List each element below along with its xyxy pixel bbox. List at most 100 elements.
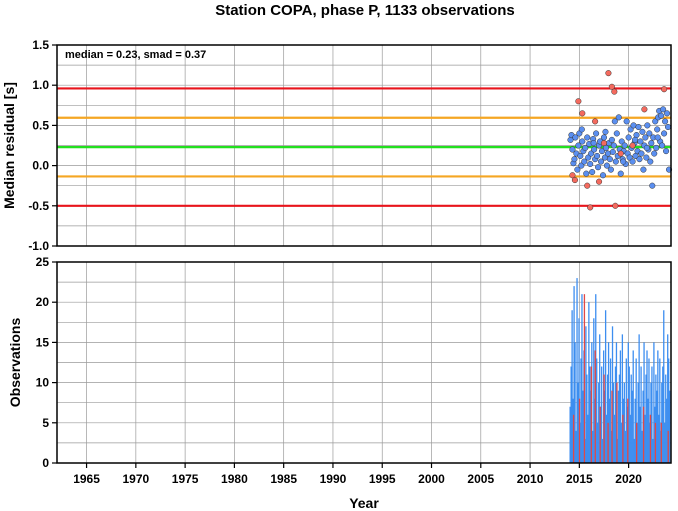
observations-bar <box>660 422 662 463</box>
residual-point <box>569 146 576 153</box>
residual-point <box>620 158 627 165</box>
observations-bar <box>648 358 650 463</box>
residual-point <box>581 158 588 165</box>
residual-point <box>643 154 650 161</box>
residual-point <box>602 128 609 135</box>
year-x-axis-label: Year <box>349 495 379 511</box>
residual-point <box>577 152 584 160</box>
observations-bar <box>580 358 582 463</box>
residual-point <box>592 118 599 125</box>
residual-reference-lines <box>57 87 671 207</box>
residual-point <box>575 98 582 105</box>
residual-point <box>621 142 628 149</box>
residual-point <box>600 140 608 147</box>
observations-bar <box>599 406 601 463</box>
residual-point <box>629 142 636 149</box>
residual-point <box>653 144 660 151</box>
residual-point <box>572 134 579 141</box>
observations-bar <box>576 278 578 463</box>
residual-point <box>615 114 622 121</box>
observations-bar <box>594 350 596 463</box>
residual-point <box>631 136 639 143</box>
observations-bar <box>657 350 659 463</box>
residual-panel-frame <box>56 44 672 247</box>
observations-bar <box>659 358 661 463</box>
observations-bar <box>596 358 598 463</box>
observations-bar <box>572 414 575 463</box>
observations-bar <box>603 374 605 463</box>
observations-bar <box>666 398 668 463</box>
observations-bar <box>664 422 666 463</box>
residual-point <box>575 142 582 149</box>
observations-bar <box>606 374 609 463</box>
chart-title: Station COPA, phase P, 1133 observations <box>215 2 515 19</box>
residual-point <box>658 112 665 119</box>
observations-bar <box>668 358 670 463</box>
x-tick-label: 1990 <box>320 472 347 486</box>
x-tick-label: 1965 <box>73 472 100 486</box>
observations-bar <box>616 382 618 463</box>
x-tick-label: 1995 <box>369 472 396 486</box>
observations-bar <box>647 398 649 463</box>
observations-bar <box>571 310 573 463</box>
observations-bar <box>602 438 604 463</box>
observations-bar <box>578 318 580 463</box>
residual-point <box>648 140 655 147</box>
observations-bar <box>629 414 631 463</box>
observations-panel: 0 5 10 15 20 25 1965 1970 1975 1980 1985 1990 1995 2… <box>7 255 672 511</box>
residual-point <box>591 146 598 153</box>
observations-bar <box>575 430 577 463</box>
observations-bar <box>645 374 647 463</box>
observations-bars <box>569 278 671 463</box>
observations-bar <box>644 414 646 463</box>
residual-point <box>609 148 616 155</box>
observations-bar <box>653 342 655 463</box>
observations-bar <box>636 422 638 463</box>
observations-bar <box>663 310 665 463</box>
residual-point <box>613 130 620 137</box>
x-tick-label: 2020 <box>615 472 642 486</box>
residual-point <box>582 144 589 151</box>
residual-point <box>612 202 619 209</box>
residual-point <box>663 148 670 155</box>
observations-bar <box>611 390 613 463</box>
residual-point <box>595 164 602 171</box>
residual-point <box>598 148 606 155</box>
residual-y-tick-label: -0.5 <box>28 199 49 213</box>
residual-point <box>596 178 603 185</box>
residual-point <box>637 138 644 145</box>
observations-bar <box>590 366 592 463</box>
residual-point <box>617 150 624 157</box>
residual-point <box>574 166 581 173</box>
observations-y-ticks: 0 5 10 15 20 25 <box>36 255 57 470</box>
observations-y-tick-label: 25 <box>36 255 50 269</box>
residual-point <box>664 110 671 117</box>
observations-bar <box>605 414 608 463</box>
observations-bar <box>655 374 657 463</box>
observations-bar <box>618 374 621 463</box>
residual-point <box>612 158 619 165</box>
observations-bar <box>649 414 652 463</box>
residual-point <box>587 160 594 168</box>
observations-bar <box>623 382 625 463</box>
observations-bar <box>614 366 617 463</box>
observations-bar <box>593 318 595 463</box>
residual-point <box>569 172 576 179</box>
residual-y-tick-label: 0.0 <box>32 159 49 173</box>
observations-bar <box>620 422 623 463</box>
residual-y-tick-label: 0.5 <box>32 118 49 132</box>
observations-bar <box>612 382 615 463</box>
residual-y-axis-label: Median residual [s] <box>1 82 17 209</box>
observations-bar <box>662 366 664 463</box>
x-tick-label: 2005 <box>467 472 494 486</box>
observations-bar <box>619 350 622 463</box>
residual-point <box>571 156 578 163</box>
observations-bar <box>607 342 610 463</box>
residual-point <box>587 204 594 211</box>
x-tick-label: 2010 <box>517 472 544 486</box>
observations-y-tick-label: 5 <box>42 416 49 430</box>
residual-y-ticks: -1.0 -0.5 0.0 0.5 1.0 1.5 <box>28 38 57 253</box>
residual-annotation: median = 0.23, smad = 0.37 <box>65 49 206 61</box>
residual-point <box>635 123 642 131</box>
observations-bar <box>599 334 601 463</box>
